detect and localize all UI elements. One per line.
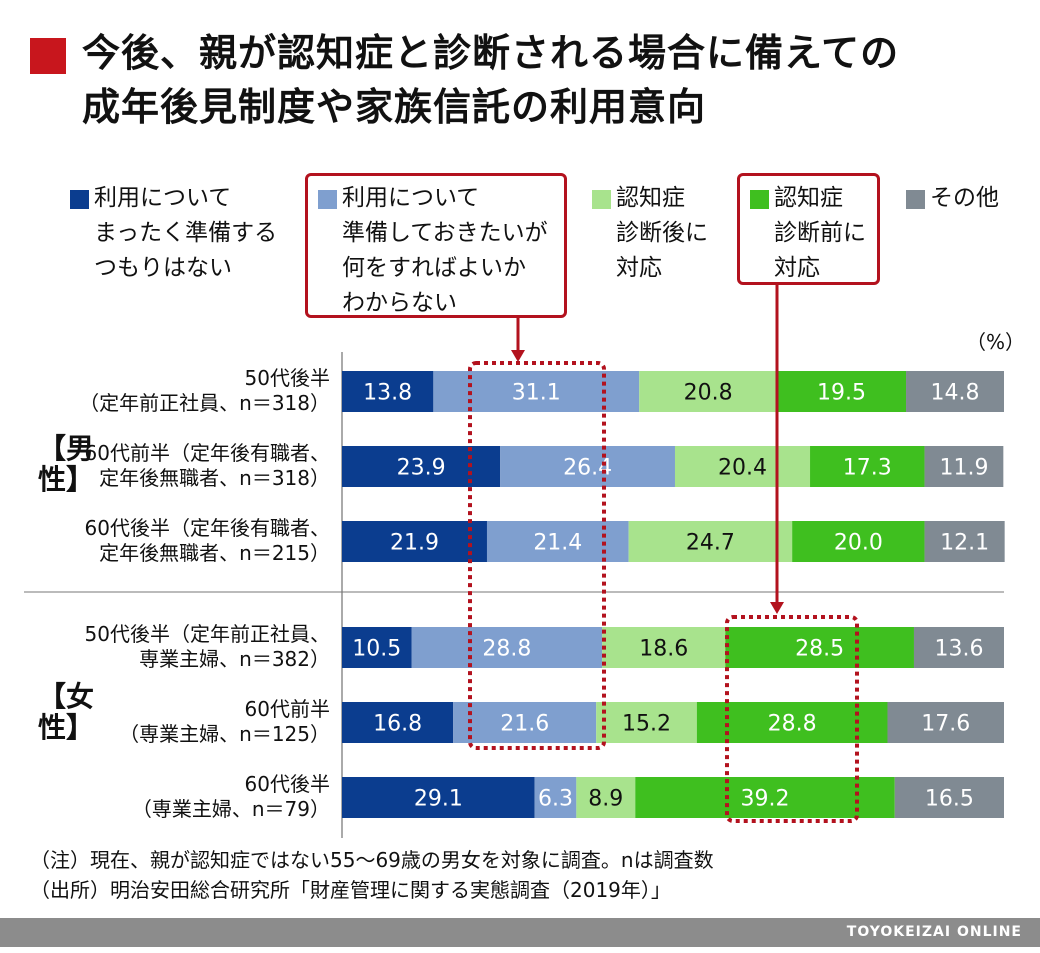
title-marker <box>30 38 66 74</box>
legend-label: 認知症 診断前に 対応 <box>774 185 866 281</box>
bar-segment <box>776 371 907 412</box>
highlight-dotted-box <box>725 615 859 823</box>
data-label: 16.5 <box>925 787 974 812</box>
bar-segment <box>887 702 1004 743</box>
data-label: 19.5 <box>817 381 866 406</box>
bar-segment <box>602 627 726 668</box>
bar-segment <box>792 521 925 562</box>
data-label: 39.2 <box>741 787 790 812</box>
bar-segment <box>674 446 811 487</box>
bar-segment <box>342 521 487 562</box>
bar-segment <box>924 446 1004 487</box>
legend-swatch <box>70 190 89 209</box>
data-label: 26.4 <box>563 456 612 481</box>
legend-label: その他 <box>930 185 999 211</box>
data-label: 21.6 <box>500 712 549 737</box>
row-label: 60代後半 （専業主婦、n＝79） <box>131 772 330 821</box>
legend-swatch <box>906 190 925 209</box>
data-label: 12.1 <box>940 531 989 556</box>
bar-segment <box>906 371 1004 412</box>
data-label: 20.4 <box>718 456 767 481</box>
bar-segment <box>342 371 434 412</box>
data-label: 15.2 <box>622 712 671 737</box>
chart-title-line2: 成年後見制度や家族信託の利用意向 <box>82 85 707 129</box>
data-label: 14.8 <box>931 381 980 406</box>
data-label: 10.5 <box>352 637 401 662</box>
bar-segment <box>596 702 697 743</box>
data-label: 17.3 <box>843 456 892 481</box>
bar-segment <box>576 777 636 818</box>
legend-label: 認知症 診断後に 対応 <box>616 185 708 281</box>
bar-segment <box>342 627 412 668</box>
data-label: 6.3 <box>538 787 573 812</box>
bar-segment <box>924 521 1005 562</box>
legend-swatch <box>750 190 769 209</box>
bar-segment <box>500 446 675 487</box>
row-label: 60代後半（定年後有職者、 定年後無職者、n＝215） <box>84 516 330 565</box>
data-label: 23.9 <box>397 456 446 481</box>
bar-segment <box>411 627 603 668</box>
legend-highlight-box <box>305 173 567 318</box>
bar-segment <box>342 777 535 818</box>
legend-swatch <box>592 190 611 209</box>
bar-segment <box>453 702 597 743</box>
data-label: 17.6 <box>921 712 970 737</box>
bar-segment <box>913 627 1004 668</box>
data-label: 16.8 <box>373 712 422 737</box>
bar-segment <box>810 446 925 487</box>
legend-swatch <box>318 190 337 209</box>
source-line: （出所）明治安田総合研究所「財産管理に関する実態調査（2019年）」 <box>30 878 671 902</box>
data-label: 28.8 <box>768 712 817 737</box>
chart-title-line1: 今後、親が認知症と診断される場合に備えての <box>82 31 900 75</box>
callout-arrow-head <box>770 602 784 614</box>
row-label: 50代後半（定年前正社員、 専業主婦、n＝382） <box>84 622 330 671</box>
data-label: 29.1 <box>414 787 463 812</box>
legend-label: 利用について まったく準備する つもりはない <box>94 185 278 281</box>
legend-label: 利用について 準備しておきたいが 何をすればよいか わからない <box>342 185 548 316</box>
bar-segment <box>534 777 577 818</box>
data-label: 18.6 <box>639 637 688 662</box>
row-label: 50代後半 （定年前正社員、n＝318） <box>79 366 330 415</box>
data-label: 11.9 <box>939 456 988 481</box>
bar-segment <box>342 702 454 743</box>
brand-label: TOYOKEIZAI ONLINE <box>846 924 1022 940</box>
data-label: 13.8 <box>363 381 412 406</box>
bar-segment <box>628 521 793 562</box>
bar-segment <box>639 371 777 412</box>
data-label: 21.9 <box>390 531 439 556</box>
bar-segment <box>725 627 914 668</box>
data-label: 20.8 <box>684 381 733 406</box>
data-label: 20.0 <box>834 531 883 556</box>
note-line: （注）現在、親が認知症ではない55〜69歳の男女を対象に調査。nは調査数 <box>30 848 714 872</box>
data-label: 28.8 <box>482 637 531 662</box>
data-label: 31.1 <box>512 381 561 406</box>
data-label: 8.9 <box>588 787 623 812</box>
unit-label: （%） <box>966 330 1026 354</box>
footer-bar: TOYOKEIZAI ONLINE <box>0 918 1040 947</box>
legend-highlight-box <box>737 173 880 285</box>
data-label: 28.5 <box>795 637 844 662</box>
chart-notes: （注）現在、親が認知症ではない55〜69歳の男女を対象に調査。nは調査数 （出所… <box>30 845 714 905</box>
row-label: 60代前半（定年後有職者、 定年後無職者、n＝318） <box>84 441 330 490</box>
data-label: 13.6 <box>934 637 983 662</box>
bar-segment <box>342 446 501 487</box>
data-label: 21.4 <box>533 531 582 556</box>
data-label: 24.7 <box>686 531 735 556</box>
row-label: 60代前半 （専業主婦、n＝125） <box>119 697 330 746</box>
callout-arrow-head <box>511 350 525 362</box>
bar-segment <box>635 777 895 818</box>
bar-segment <box>894 777 1004 818</box>
